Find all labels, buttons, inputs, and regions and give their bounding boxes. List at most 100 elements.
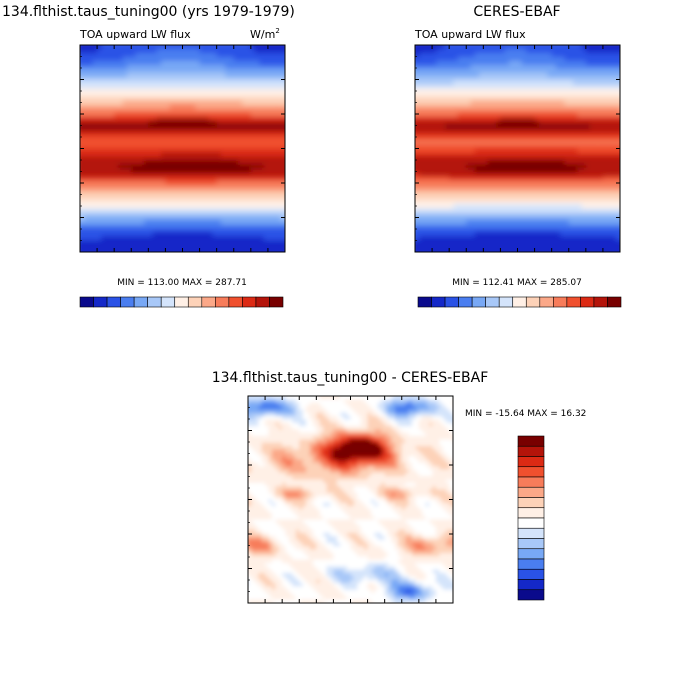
heatmap-cell (178, 200, 184, 205)
heatmap-cell (568, 240, 574, 245)
heatmap-cell (255, 144, 260, 150)
heatmap-cell (568, 168, 574, 173)
heatmap-cell (530, 148, 536, 154)
heatmap-cell (517, 188, 523, 193)
heatmap-cell (449, 152, 455, 158)
heatmap-cell (220, 60, 226, 66)
heatmap-cell (267, 164, 273, 169)
heatmap-cell (135, 172, 141, 177)
heatmap-cell (114, 132, 120, 138)
heatmap-cell (551, 164, 557, 169)
heatmap-cell (479, 220, 484, 225)
heatmap-cell (581, 45, 587, 50)
heatmap-cell (229, 236, 235, 241)
heatmap-cell (280, 120, 285, 126)
heatmap-cell (84, 236, 90, 241)
heatmap-cell (466, 88, 472, 94)
heatmap-cell (114, 156, 120, 162)
heatmap-cell (199, 172, 205, 177)
heatmap-cell (487, 124, 493, 130)
heatmap-cell (538, 120, 544, 126)
heatmap-cell (88, 220, 94, 225)
heatmap-cell (255, 180, 260, 185)
heatmap-cell (444, 132, 450, 138)
heatmap-cell (109, 208, 115, 213)
heatmap-cell (513, 60, 519, 66)
heatmap-cell (173, 164, 179, 169)
heatmap-cell (88, 240, 94, 245)
heatmap-cell (504, 56, 510, 62)
heatmap-cell (508, 48, 514, 54)
heatmap-cell (543, 152, 548, 158)
heatmap-cell (415, 184, 420, 189)
heatmap-cell (474, 80, 480, 86)
heatmap-cell (216, 96, 222, 102)
heatmap-cell (496, 184, 502, 189)
heatmap-cell (479, 108, 484, 114)
heatmap-cell (88, 244, 94, 249)
heatmap-cell (483, 236, 489, 241)
heatmap-cell (84, 136, 90, 142)
heatmap-cell (220, 212, 226, 217)
heatmap-cell (246, 244, 252, 249)
heatmap-cell (440, 52, 446, 58)
heatmap-cell (538, 96, 544, 102)
heatmap-cell (118, 140, 124, 146)
heatmap-cell (229, 128, 235, 134)
heatmap-cell (131, 120, 137, 126)
heatmap-cell (432, 56, 437, 62)
heatmap-cell (538, 140, 544, 146)
heatmap-cell (280, 84, 285, 90)
heatmap-cell (423, 216, 429, 221)
heatmap-cell (427, 124, 433, 130)
heatmap-cell (186, 172, 192, 177)
heatmap-cell (80, 204, 85, 209)
heatmap-cell (148, 204, 154, 209)
heatmap-cell (246, 124, 252, 130)
heatmap-cell (530, 64, 536, 70)
heatmap-cell (543, 104, 548, 110)
heatmap-cell (483, 76, 489, 82)
heatmap-cell (508, 56, 514, 62)
heatmap-cell (97, 204, 102, 209)
heatmap-cell (551, 236, 557, 241)
heatmap-cell (165, 212, 171, 217)
heatmap-cell (186, 212, 192, 217)
heatmap-cell (500, 104, 506, 110)
heatmap-cell (131, 72, 137, 78)
heatmap-cell (195, 180, 201, 185)
heatmap-cell (564, 168, 570, 173)
heatmap-cell (538, 68, 544, 74)
heatmap-cell (419, 45, 425, 50)
heatmap-cell (461, 128, 467, 134)
heatmap-cell (547, 56, 553, 62)
heatmap-cell (543, 132, 548, 138)
heatmap-cell (212, 92, 218, 98)
heatmap-cell (470, 104, 476, 110)
heatmap-cell (216, 204, 222, 209)
heatmap-cell (517, 56, 523, 62)
heatmap-cell (80, 216, 85, 221)
heatmap-cell (216, 52, 222, 58)
heatmap-cell (272, 168, 278, 173)
heatmap-cell (432, 220, 437, 225)
heatmap-cell (216, 184, 222, 189)
heatmap-cell (126, 220, 132, 225)
heatmap-cell (470, 236, 476, 241)
heatmap-cell (101, 160, 107, 166)
heatmap-cell (220, 192, 226, 197)
heatmap-cell (118, 96, 124, 102)
heatmap-cell (156, 104, 162, 110)
heatmap-cell (423, 188, 429, 193)
heatmap-cell (474, 228, 480, 233)
heatmap-cell (97, 100, 102, 106)
heatmap-cell (208, 64, 213, 70)
heatmap-cell (543, 192, 548, 197)
heatmap-cell (191, 204, 196, 209)
heatmap-cell (560, 228, 566, 233)
heatmap-cell (242, 184, 248, 189)
heatmap-cell (491, 160, 497, 166)
heatmap-cell (449, 252, 454, 257)
heatmap-cell (165, 45, 171, 50)
heatmap-cell (212, 45, 218, 50)
